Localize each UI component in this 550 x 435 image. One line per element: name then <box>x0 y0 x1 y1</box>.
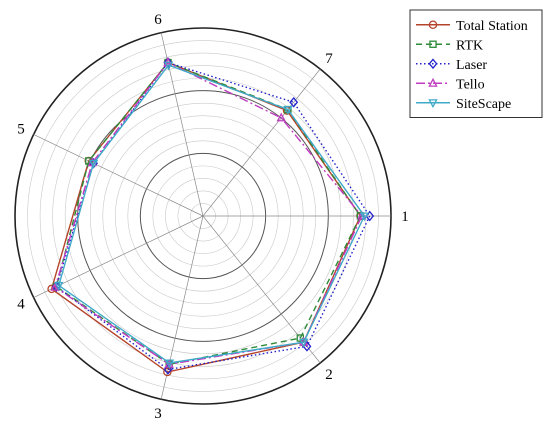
legend-label: Laser <box>456 58 487 73</box>
legend-entry: SiteScape <box>416 97 511 112</box>
legend-entry: Tello <box>416 77 485 92</box>
chart-grid <box>14 27 392 405</box>
series-sitescape <box>54 61 370 369</box>
data-point <box>428 20 438 29</box>
axis-label-5: 5 <box>17 121 25 137</box>
data-point <box>428 77 438 87</box>
grid-spoke <box>202 68 321 217</box>
data-point <box>88 159 99 169</box>
legend-entry: Total Station <box>416 19 528 34</box>
series-line <box>50 61 362 373</box>
series-line <box>55 61 371 371</box>
data-point <box>163 367 172 377</box>
legend-entry: RTK <box>416 38 483 53</box>
legend-label: RTK <box>456 38 483 53</box>
data-point <box>289 96 299 108</box>
series-line <box>57 64 366 364</box>
data-point <box>163 364 173 375</box>
series-layer <box>47 57 375 377</box>
data-point <box>429 40 437 48</box>
data-point <box>54 281 64 291</box>
data-point <box>163 61 174 71</box>
legend-label: SiteScape <box>456 97 511 112</box>
data-point <box>359 212 370 222</box>
series-rtk <box>52 58 365 368</box>
data-point <box>276 112 286 122</box>
axis-label-2: 2 <box>325 367 333 383</box>
grid-spoke <box>33 134 204 217</box>
legend-entry: Laser <box>416 58 487 73</box>
data-point <box>164 359 175 369</box>
axis-label-6: 6 <box>154 12 162 28</box>
axis-label-3: 3 <box>154 406 162 422</box>
legend-label: Total Station <box>456 19 528 34</box>
axis-label-1: 1 <box>401 209 409 225</box>
data-point <box>298 338 309 348</box>
axis-label-4: 4 <box>17 297 25 313</box>
legend-label: Tello <box>456 77 485 92</box>
axis-labels: 1 2 3 4 5 6 7 <box>17 12 408 422</box>
series-tello <box>50 57 367 368</box>
data-point <box>428 99 438 109</box>
grid-spoke <box>202 215 321 364</box>
axis-label-7: 7 <box>325 51 333 67</box>
series-total-station <box>47 58 365 377</box>
legend: Total Station RTK Laser Tello SiteScape <box>409 9 543 118</box>
data-point <box>428 58 438 70</box>
data-point <box>283 106 293 115</box>
